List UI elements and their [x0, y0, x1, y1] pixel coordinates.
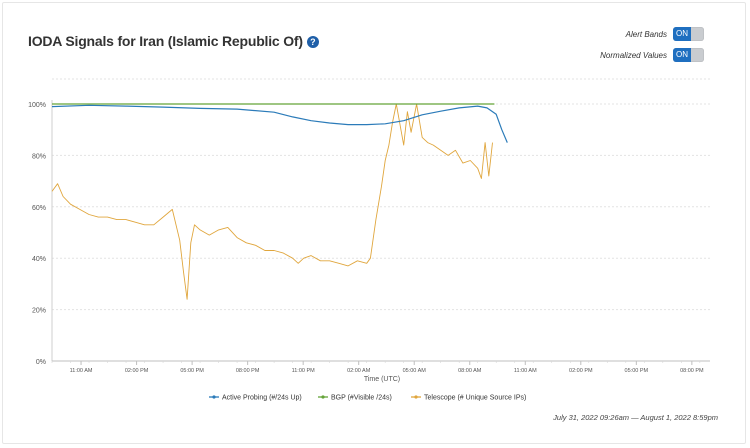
x-tick-label: 11:00 AM	[514, 368, 537, 374]
y-tick-label: 100%	[28, 102, 46, 109]
legend-active-probing-label: Active Probing (#/24s Up)	[222, 395, 302, 402]
legend-bgp-marker	[321, 395, 325, 399]
legend-active-probing-marker	[212, 395, 216, 399]
normalized-values-toggle[interactable]: ON	[673, 48, 704, 62]
x-tick-label: 02:00 PM	[125, 368, 149, 374]
alert-bands-toggle[interactable]: ON	[673, 27, 704, 41]
x-axis-title: Time (UTC)	[364, 376, 400, 383]
normalized-values-toggle-state: ON	[673, 48, 691, 62]
legend-telescope-label: Telescope (# Unique Source IPs)	[424, 395, 526, 402]
x-tick-label: 05:00 PM	[625, 368, 649, 374]
chart-panel	[2, 2, 746, 444]
x-tick-label: 05:00 AM	[403, 368, 427, 374]
legend-bgp-label: BGP (#Visible /24s)	[331, 395, 392, 402]
y-tick-label: 0%	[36, 359, 46, 366]
x-tick-label: 02:00 AM	[347, 368, 371, 374]
series-active-probing-line	[51, 104, 508, 143]
x-tick-label: 11:00 AM	[70, 368, 93, 374]
date-range: July 31, 2022 09:26am — August 1, 2022 8…	[553, 413, 718, 422]
y-tick-label: 80%	[32, 153, 46, 160]
alert-bands-toggle-state: ON	[673, 27, 691, 41]
x-tick-label: 02:00 PM	[569, 368, 593, 374]
alert-bands-control: Alert Bands ON	[626, 27, 704, 41]
x-tick-label: 11:00 PM	[292, 368, 316, 374]
y-tick-label: 20%	[32, 308, 46, 315]
x-tick-label: 08:00 PM	[680, 368, 704, 374]
x-tick-label: 08:00 AM	[458, 368, 482, 374]
x-tick-label: 05:00 PM	[180, 368, 204, 374]
help-icon[interactable]: ?	[306, 36, 319, 48]
normalized-values-control: Normalized Values ON	[600, 48, 704, 62]
y-tick-label: 40%	[32, 256, 46, 263]
alert-bands-label: Alert Bands	[625, 29, 667, 39]
series-telescope-line	[51, 103, 493, 300]
x-tick-label: 08:00 PM	[236, 368, 260, 374]
legend-telescope-marker	[414, 395, 418, 399]
y-tick-label: 60%	[32, 205, 46, 212]
page-title: IODA Signals for Iran (Islamic Republic …	[28, 33, 319, 49]
normalized-values-label: Normalized Values	[600, 50, 667, 60]
